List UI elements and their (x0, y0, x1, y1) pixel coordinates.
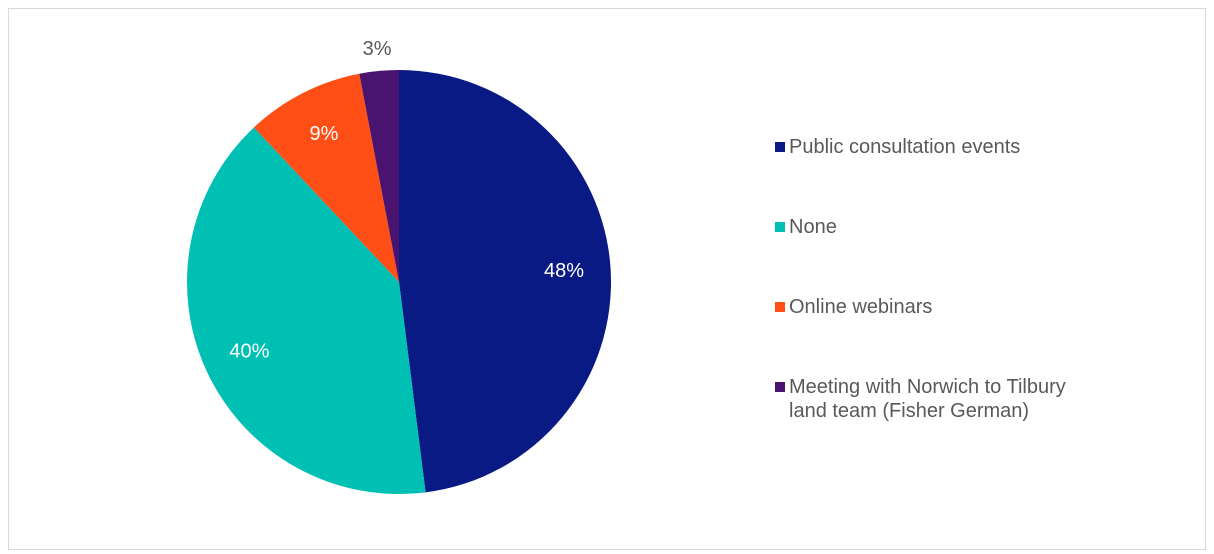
pie-slice (253, 73, 399, 283)
legend-label: None (789, 216, 837, 238)
legend-swatch (775, 302, 785, 312)
legend-item: Public consultation events (775, 135, 1105, 159)
legend-swatch (775, 382, 785, 392)
legend-item: Online webinars (775, 295, 1105, 319)
legend-label: Public consultation events (789, 136, 1021, 158)
pie-slice (359, 70, 399, 282)
legend-swatch (775, 222, 785, 232)
legend-swatch (775, 142, 785, 152)
chart-border (8, 8, 1206, 550)
legend-label: Online webinars (789, 296, 933, 318)
data-label: 9% (309, 123, 338, 145)
data-label: 3% (363, 38, 392, 60)
legend-item: Meeting with Norwich to Tilbury land tea… (775, 375, 1105, 423)
legend-item: None (775, 215, 1105, 239)
data-label: 48% (544, 260, 584, 282)
pie-slice (399, 70, 611, 493)
legend-label: Meeting with Norwich to Tilbury land tea… (789, 376, 1066, 422)
data-label: 40% (229, 341, 269, 363)
pie-slice (187, 127, 426, 494)
